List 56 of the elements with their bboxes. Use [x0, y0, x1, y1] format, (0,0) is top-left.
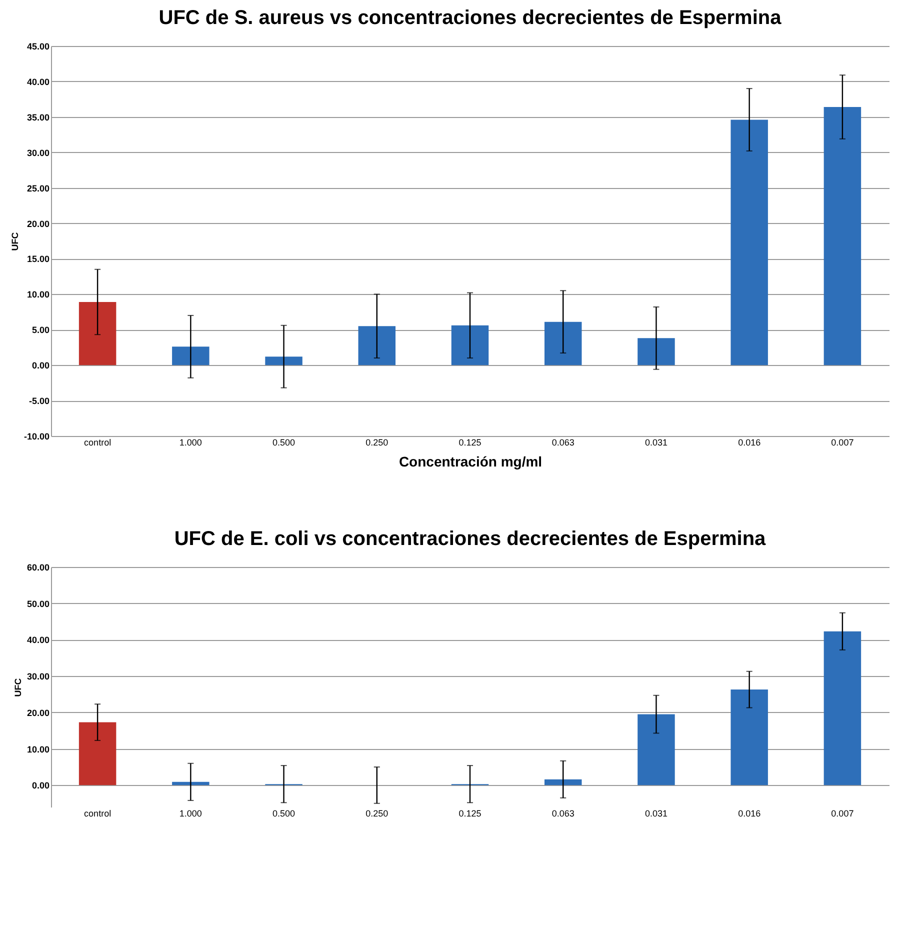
y-tick-label: 10.00: [26, 744, 50, 754]
y-tick-label: 40.00: [26, 76, 50, 87]
x-tick-label: 0.250: [366, 438, 388, 448]
y-tick-label: 5.00: [32, 325, 50, 336]
chart-title: UFC de S. aureus vs concentraciones decrecientes de Espermina: [158, 7, 782, 29]
bar: [265, 356, 302, 366]
y-tick-label: 30.00: [26, 148, 50, 158]
y-axis-title: UFC: [10, 232, 20, 251]
bar: [544, 779, 582, 786]
x-tick-label: 0.500: [272, 438, 296, 448]
bar: [358, 326, 396, 366]
bar: [544, 322, 582, 366]
y-tick-label: 10.00: [26, 290, 50, 300]
y-tick-label: 25.00: [26, 183, 50, 194]
x-tick-label: 0.500: [272, 808, 296, 818]
x-tick-label: control: [84, 808, 112, 818]
y-tick-label: 40.00: [26, 635, 50, 646]
y-tick-label: 60.00: [26, 562, 50, 572]
x-tick-label: control: [84, 438, 112, 448]
y-tick-label: 20.00: [26, 708, 50, 718]
x-tick-label: 0.063: [552, 438, 574, 448]
x-tick-label: 0.031: [644, 438, 668, 448]
bar: [638, 714, 675, 786]
bar: [78, 302, 116, 366]
chart-title: UFC de E. coli vs concentraciones decrecientes de Espermina: [174, 528, 767, 550]
y-tick-label: 0.00: [32, 360, 50, 371]
x-tick-label: 0.125: [458, 808, 482, 818]
y-axis-title: UFC: [12, 678, 23, 697]
bar: [824, 106, 862, 366]
x-tick-label: 0.016: [738, 438, 761, 448]
y-tick-label: 30.00: [26, 672, 50, 682]
bar: [730, 120, 768, 366]
bar: [78, 722, 116, 786]
x-tick-label: 0.007: [831, 808, 854, 818]
x-tick-label: 1.000: [179, 438, 202, 448]
x-tick-label: 0.031: [644, 808, 668, 818]
bar: [824, 631, 862, 786]
y-tick-label: 0.00: [32, 780, 50, 791]
bar: [638, 338, 675, 366]
x-tick-label: 0.007: [831, 438, 854, 448]
x-tick-label: 1.000: [179, 808, 202, 818]
y-tick-label: 20.00: [26, 218, 50, 229]
bar: [172, 346, 210, 366]
y-tick-label: 45.00: [26, 42, 50, 52]
x-tick-label: 0.063: [552, 808, 574, 818]
x-tick-label: 0.125: [458, 438, 482, 448]
y-tick-label: 50.00: [26, 598, 50, 609]
x-tick-label: 0.250: [366, 808, 388, 818]
bar: [451, 325, 489, 366]
x-tick-label: 0.016: [738, 808, 761, 818]
x-axis-title: Concentración mg/ml: [398, 454, 542, 470]
y-tick-label: 35.00: [26, 112, 50, 122]
bar: [730, 690, 768, 786]
y-tick-label: -10.00: [24, 432, 50, 442]
y-tick-label: -5.00: [28, 396, 50, 406]
y-tick-label: 15.00: [26, 254, 50, 264]
